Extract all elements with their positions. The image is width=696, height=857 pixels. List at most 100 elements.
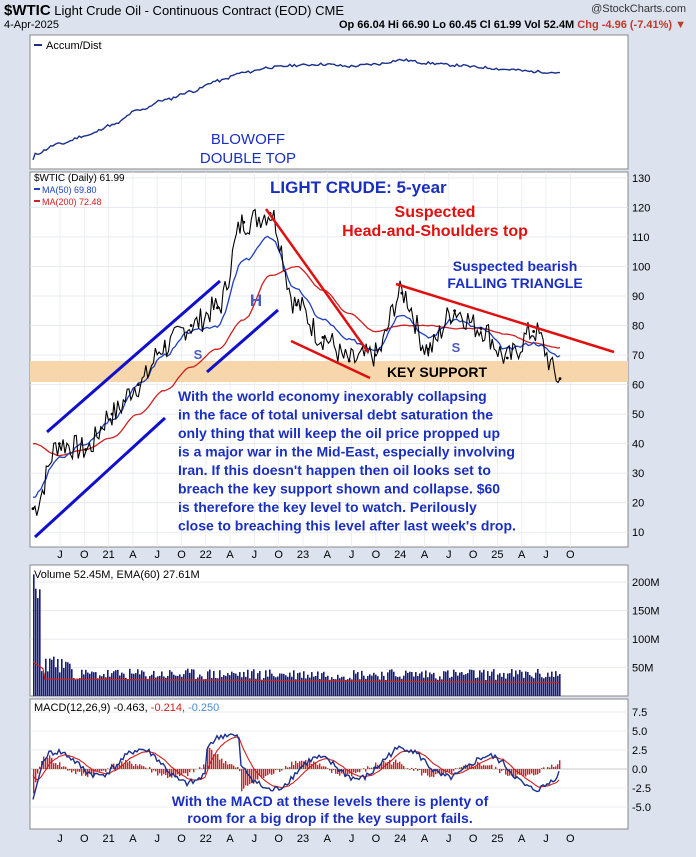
volume-bar bbox=[229, 675, 231, 696]
x-axis-tick: 25 bbox=[491, 549, 503, 561]
macd-hist-bar bbox=[225, 761, 227, 769]
price-y-tick: 10 bbox=[632, 527, 644, 539]
volume-bar bbox=[175, 675, 177, 696]
volume-bar bbox=[479, 670, 481, 696]
volume-bar bbox=[179, 674, 181, 696]
x-axis-tick: A bbox=[518, 833, 526, 845]
volume-bar bbox=[359, 679, 361, 696]
volume-bar bbox=[331, 677, 333, 696]
volume-bar bbox=[369, 674, 371, 696]
volume-bar bbox=[371, 675, 373, 696]
volume-bar bbox=[201, 676, 203, 696]
macd-hist-bar bbox=[529, 769, 531, 775]
volume-bar bbox=[107, 669, 109, 696]
macd-hist-bar bbox=[531, 769, 533, 774]
macd-hist-bar bbox=[279, 769, 281, 772]
macd-hist-bar bbox=[67, 769, 69, 771]
volume-bar bbox=[293, 670, 295, 696]
low-value: Lo 60.45 bbox=[432, 19, 477, 31]
hs-annotation-line1: Suspected bbox=[395, 204, 476, 221]
volume-bar bbox=[73, 678, 75, 696]
macd-hist-bar bbox=[97, 769, 99, 772]
key-support-label: KEY SUPPORT bbox=[387, 364, 488, 380]
macd-hist-bar bbox=[519, 769, 521, 775]
price-point bbox=[505, 356, 509, 360]
volume-bar bbox=[399, 676, 401, 696]
macd-hist-bar bbox=[353, 769, 355, 773]
volume-bar bbox=[231, 671, 233, 696]
price-point bbox=[532, 330, 536, 333]
volume-bar bbox=[193, 669, 195, 696]
volume-bar bbox=[391, 669, 393, 696]
macd-hist-bar bbox=[381, 763, 383, 769]
x-axis-tick: 24 bbox=[394, 549, 406, 561]
macd-hist-bar bbox=[415, 768, 417, 769]
volume-bar bbox=[381, 671, 383, 696]
volume-ema-line bbox=[32, 661, 559, 684]
volume-bar bbox=[55, 667, 57, 696]
volume-bar bbox=[367, 675, 369, 696]
volume-bar bbox=[353, 670, 355, 696]
macd-hist-bar bbox=[521, 769, 523, 775]
x-axis-tick: A bbox=[421, 549, 429, 561]
x-axis-tick: A bbox=[421, 833, 429, 845]
macd-hist-bar bbox=[215, 754, 217, 769]
macd-y-tick: 0.0 bbox=[632, 764, 647, 776]
macd-line bbox=[32, 733, 560, 800]
volume-bar bbox=[311, 672, 313, 696]
volume-bar bbox=[535, 672, 537, 696]
macd-hist-bar bbox=[61, 766, 63, 769]
macd-hist-bar bbox=[71, 769, 73, 773]
volume-bar bbox=[529, 675, 531, 696]
ma200-line bbox=[32, 265, 561, 457]
volume-bar bbox=[455, 672, 457, 696]
volume-bar bbox=[499, 673, 501, 696]
volume-bar bbox=[255, 678, 257, 696]
volume-bar bbox=[199, 674, 201, 696]
macd-hist-bar bbox=[373, 766, 375, 769]
volume-bar bbox=[147, 678, 149, 696]
volume-bar bbox=[549, 676, 551, 696]
volume-bar bbox=[297, 673, 299, 696]
volume-bar bbox=[211, 677, 213, 696]
volume-bar bbox=[261, 679, 263, 696]
volume-bar bbox=[453, 669, 455, 696]
hs-descending-line bbox=[264, 208, 370, 353]
macd-hist-bar bbox=[503, 769, 505, 770]
change-value: Chg -4.96 (-7.41%) bbox=[577, 19, 673, 31]
macd-hist-bar bbox=[487, 765, 489, 769]
commentary-line: in the face of total universal debt satu… bbox=[178, 407, 493, 423]
macd-hist-bar bbox=[273, 769, 275, 774]
macd-hist-bar bbox=[451, 769, 453, 775]
x-axis-tick: O bbox=[274, 549, 283, 561]
volume-bar bbox=[469, 669, 471, 696]
macd-hist-bar bbox=[509, 769, 511, 776]
volume-bar bbox=[159, 675, 161, 696]
macd-hist-bar bbox=[539, 769, 541, 773]
volume-bar bbox=[285, 675, 287, 696]
x-axis-tick: 24 bbox=[394, 833, 406, 845]
macd-hist-bar bbox=[141, 765, 143, 769]
macd-hist-bar bbox=[541, 768, 543, 769]
macd-hist-bar bbox=[203, 764, 205, 769]
macd-hist-bar bbox=[317, 765, 319, 769]
macd-signal-line bbox=[32, 736, 560, 789]
price-y-tick: 30 bbox=[632, 468, 644, 480]
volume-bar bbox=[409, 671, 411, 696]
volume-bar bbox=[517, 674, 519, 696]
volume-bar bbox=[407, 672, 409, 696]
macd-hist-bar bbox=[399, 761, 401, 769]
macd-hist-bar bbox=[199, 767, 201, 769]
volume-bar bbox=[365, 678, 367, 696]
price-point bbox=[84, 448, 88, 451]
volume-bar bbox=[173, 674, 175, 696]
volume-bar bbox=[145, 676, 147, 696]
volume-bar bbox=[35, 588, 37, 696]
left-shoulder-label: S bbox=[194, 347, 203, 362]
macd-hist-bar bbox=[551, 764, 553, 769]
volume-bar bbox=[45, 658, 47, 696]
volume-bar bbox=[127, 679, 129, 696]
macd-hist-bar bbox=[559, 760, 561, 769]
macd-hist-bar bbox=[375, 762, 377, 769]
volume-bar bbox=[421, 671, 423, 696]
